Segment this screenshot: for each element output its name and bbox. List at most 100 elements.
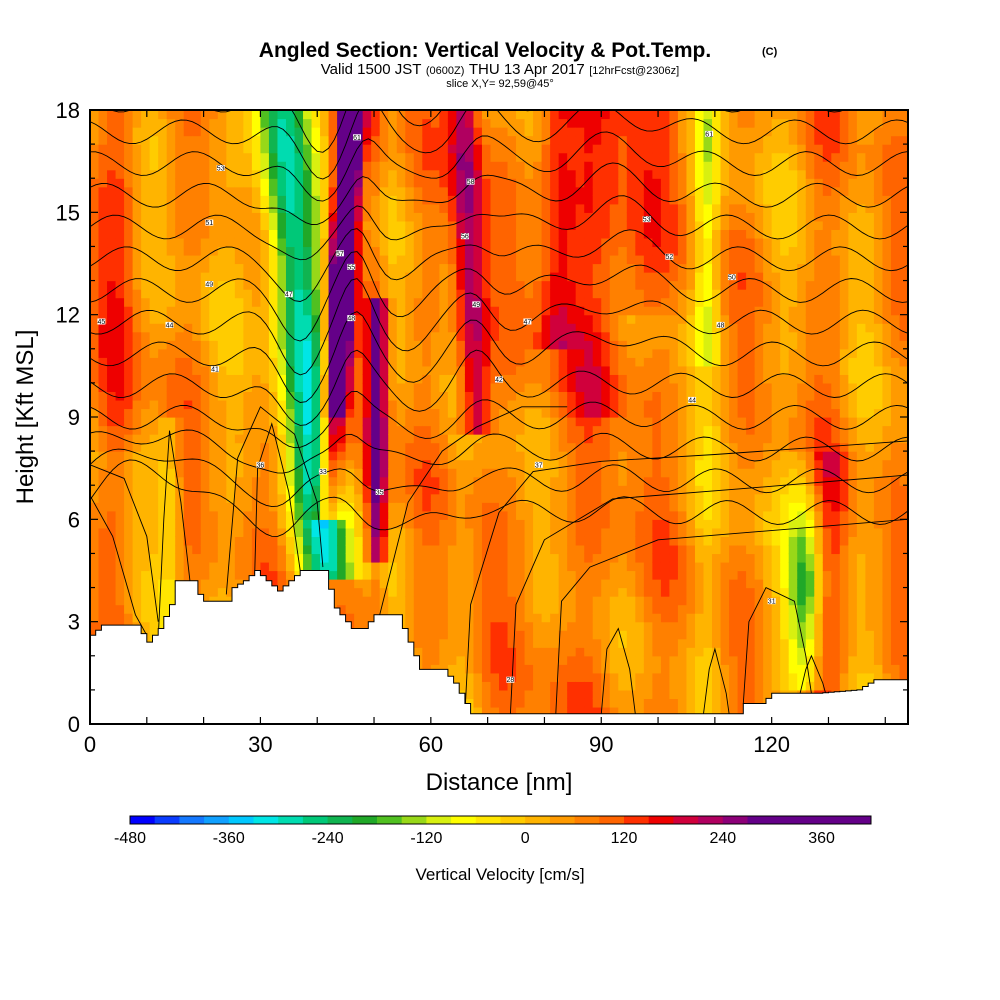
velocity-cell <box>328 425 338 435</box>
velocity-cell <box>379 561 389 572</box>
velocity-cell <box>200 527 210 537</box>
velocity-cell <box>132 451 142 461</box>
velocity-cell <box>362 161 372 171</box>
velocity-cell <box>379 510 389 520</box>
velocity-cell <box>575 289 585 299</box>
velocity-cell <box>413 254 423 265</box>
velocity-cell <box>473 178 483 188</box>
velocity-cell <box>447 493 457 503</box>
velocity-cell <box>234 399 244 410</box>
velocity-cell <box>149 434 159 444</box>
velocity-cell <box>558 655 568 665</box>
velocity-cell <box>141 468 151 478</box>
velocity-cell <box>464 340 475 350</box>
velocity-cell <box>277 289 287 299</box>
velocity-cell <box>141 536 151 546</box>
velocity-cell <box>533 212 543 222</box>
velocity-cell <box>328 434 338 444</box>
velocity-cell <box>115 553 125 563</box>
velocity-cell <box>592 220 602 230</box>
velocity-cell <box>226 323 236 333</box>
velocity-cell <box>98 246 108 256</box>
velocity-cell <box>337 476 347 486</box>
velocity-cell <box>345 306 355 316</box>
velocity-cell <box>499 331 509 341</box>
velocity-cell <box>217 561 227 572</box>
velocity-cell <box>354 587 364 597</box>
velocity-cell <box>328 502 338 512</box>
velocity-cell <box>175 502 185 512</box>
velocity-cell <box>516 212 526 222</box>
velocity-cell <box>226 144 236 154</box>
velocity-cell <box>90 289 100 299</box>
velocity-cell <box>345 485 355 495</box>
velocity-cell <box>234 493 244 503</box>
velocity-cell <box>533 706 543 717</box>
velocity-cell <box>98 220 108 230</box>
velocity-cell <box>141 544 151 555</box>
velocity-cell <box>141 561 151 572</box>
velocity-cell <box>371 348 381 358</box>
velocity-cell <box>354 212 364 222</box>
velocity-cell <box>200 127 210 137</box>
velocity-cell <box>447 135 457 145</box>
velocity-cell <box>388 169 398 179</box>
velocity-cell <box>507 638 517 648</box>
velocity-cell <box>584 579 594 589</box>
velocity-cell <box>584 254 594 265</box>
velocity-cell <box>124 451 134 461</box>
velocity-cell <box>490 365 500 375</box>
velocity-cell <box>584 689 594 700</box>
velocity-cell <box>345 280 355 290</box>
velocity-cell <box>584 519 594 529</box>
velocity-cell <box>90 485 100 495</box>
velocity-cell <box>575 237 585 248</box>
velocity-cell <box>592 655 602 665</box>
velocity-cell <box>558 579 568 589</box>
velocity-cell <box>98 519 108 529</box>
velocity-cell <box>371 502 381 512</box>
velocity-cell <box>652 655 662 665</box>
velocity-cell <box>183 323 193 333</box>
velocity-cell <box>405 476 415 486</box>
velocity-cell <box>90 272 100 282</box>
velocity-cell <box>124 544 134 555</box>
velocity-cell <box>192 127 202 137</box>
velocity-cell <box>268 195 279 205</box>
velocity-cell <box>507 519 517 529</box>
velocity-cell <box>550 169 560 179</box>
velocity-cell <box>268 272 279 282</box>
velocity-cell <box>499 630 509 640</box>
velocity-cell <box>592 604 602 614</box>
velocity-cell <box>533 638 543 648</box>
velocity-cell <box>345 118 355 128</box>
velocity-cell <box>285 510 296 520</box>
velocity-cell <box>609 203 619 213</box>
velocity-cell <box>635 604 645 614</box>
velocity-cell <box>507 195 517 205</box>
velocity-cell <box>533 544 543 555</box>
velocity-cell <box>320 459 330 469</box>
velocity-cell <box>601 391 611 401</box>
velocity-cell <box>541 382 551 393</box>
velocity-cell <box>107 502 117 512</box>
velocity-cell <box>584 186 594 196</box>
velocity-cell <box>337 399 347 410</box>
velocity-cell <box>354 220 364 230</box>
velocity-cell <box>609 587 619 597</box>
velocity-cell <box>626 314 636 324</box>
velocity-cell <box>533 374 543 384</box>
velocity-cell <box>166 246 176 256</box>
velocity-cell <box>149 118 159 128</box>
velocity-cell <box>320 280 330 290</box>
velocity-cell <box>524 502 534 512</box>
velocity-cell <box>456 178 466 188</box>
velocity-cell <box>635 425 645 435</box>
velocity-cell <box>260 510 270 520</box>
velocity-cell <box>473 340 483 350</box>
velocity-cell <box>311 272 321 282</box>
velocity-cell <box>499 246 509 256</box>
velocity-cell <box>464 579 475 589</box>
velocity-cell <box>635 203 645 213</box>
velocity-cell <box>396 144 406 154</box>
